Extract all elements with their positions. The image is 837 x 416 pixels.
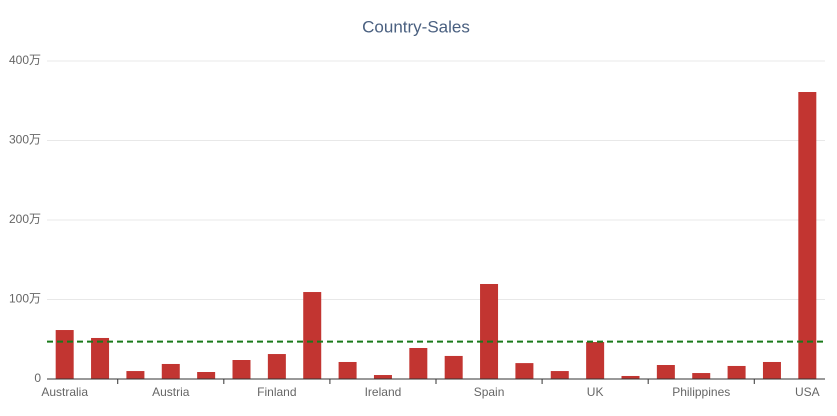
- bar: [762, 361, 781, 379]
- x-tick-label: Finland: [257, 385, 296, 399]
- bar: [373, 375, 392, 379]
- bar: [338, 361, 357, 379]
- bar: [126, 371, 145, 379]
- bar: [303, 292, 322, 379]
- bar: [550, 371, 569, 379]
- bar: [656, 365, 675, 379]
- bar: [91, 337, 110, 379]
- bar: [161, 363, 180, 379]
- bar: [621, 375, 640, 379]
- x-tick-label: USA: [795, 385, 820, 399]
- x-tick-label: Australia: [41, 385, 88, 399]
- y-tick-label: 0: [34, 371, 41, 385]
- y-tick-label: 400万: [9, 53, 41, 67]
- y-tick-label: 200万: [9, 212, 41, 226]
- bar: [692, 373, 711, 379]
- bar: [232, 359, 251, 379]
- chart-title: Country-Sales: [362, 17, 470, 36]
- x-tick-label: UK: [587, 385, 604, 399]
- bar: [409, 347, 428, 379]
- bar: [586, 342, 605, 379]
- bar: [727, 365, 746, 379]
- bar: [267, 354, 286, 379]
- bar: [444, 355, 463, 379]
- bar: [515, 363, 534, 379]
- x-tick-label: Philippines: [672, 385, 730, 399]
- bar: [480, 283, 499, 379]
- y-tick-label: 100万: [9, 292, 41, 306]
- y-tick-label: 300万: [9, 133, 41, 147]
- bar: [55, 330, 74, 379]
- x-tick-label: Spain: [474, 385, 505, 399]
- bar: [197, 372, 216, 379]
- x-tick-label: Ireland: [365, 385, 402, 399]
- x-tick-label: Austria: [152, 385, 190, 399]
- bar: [798, 92, 817, 379]
